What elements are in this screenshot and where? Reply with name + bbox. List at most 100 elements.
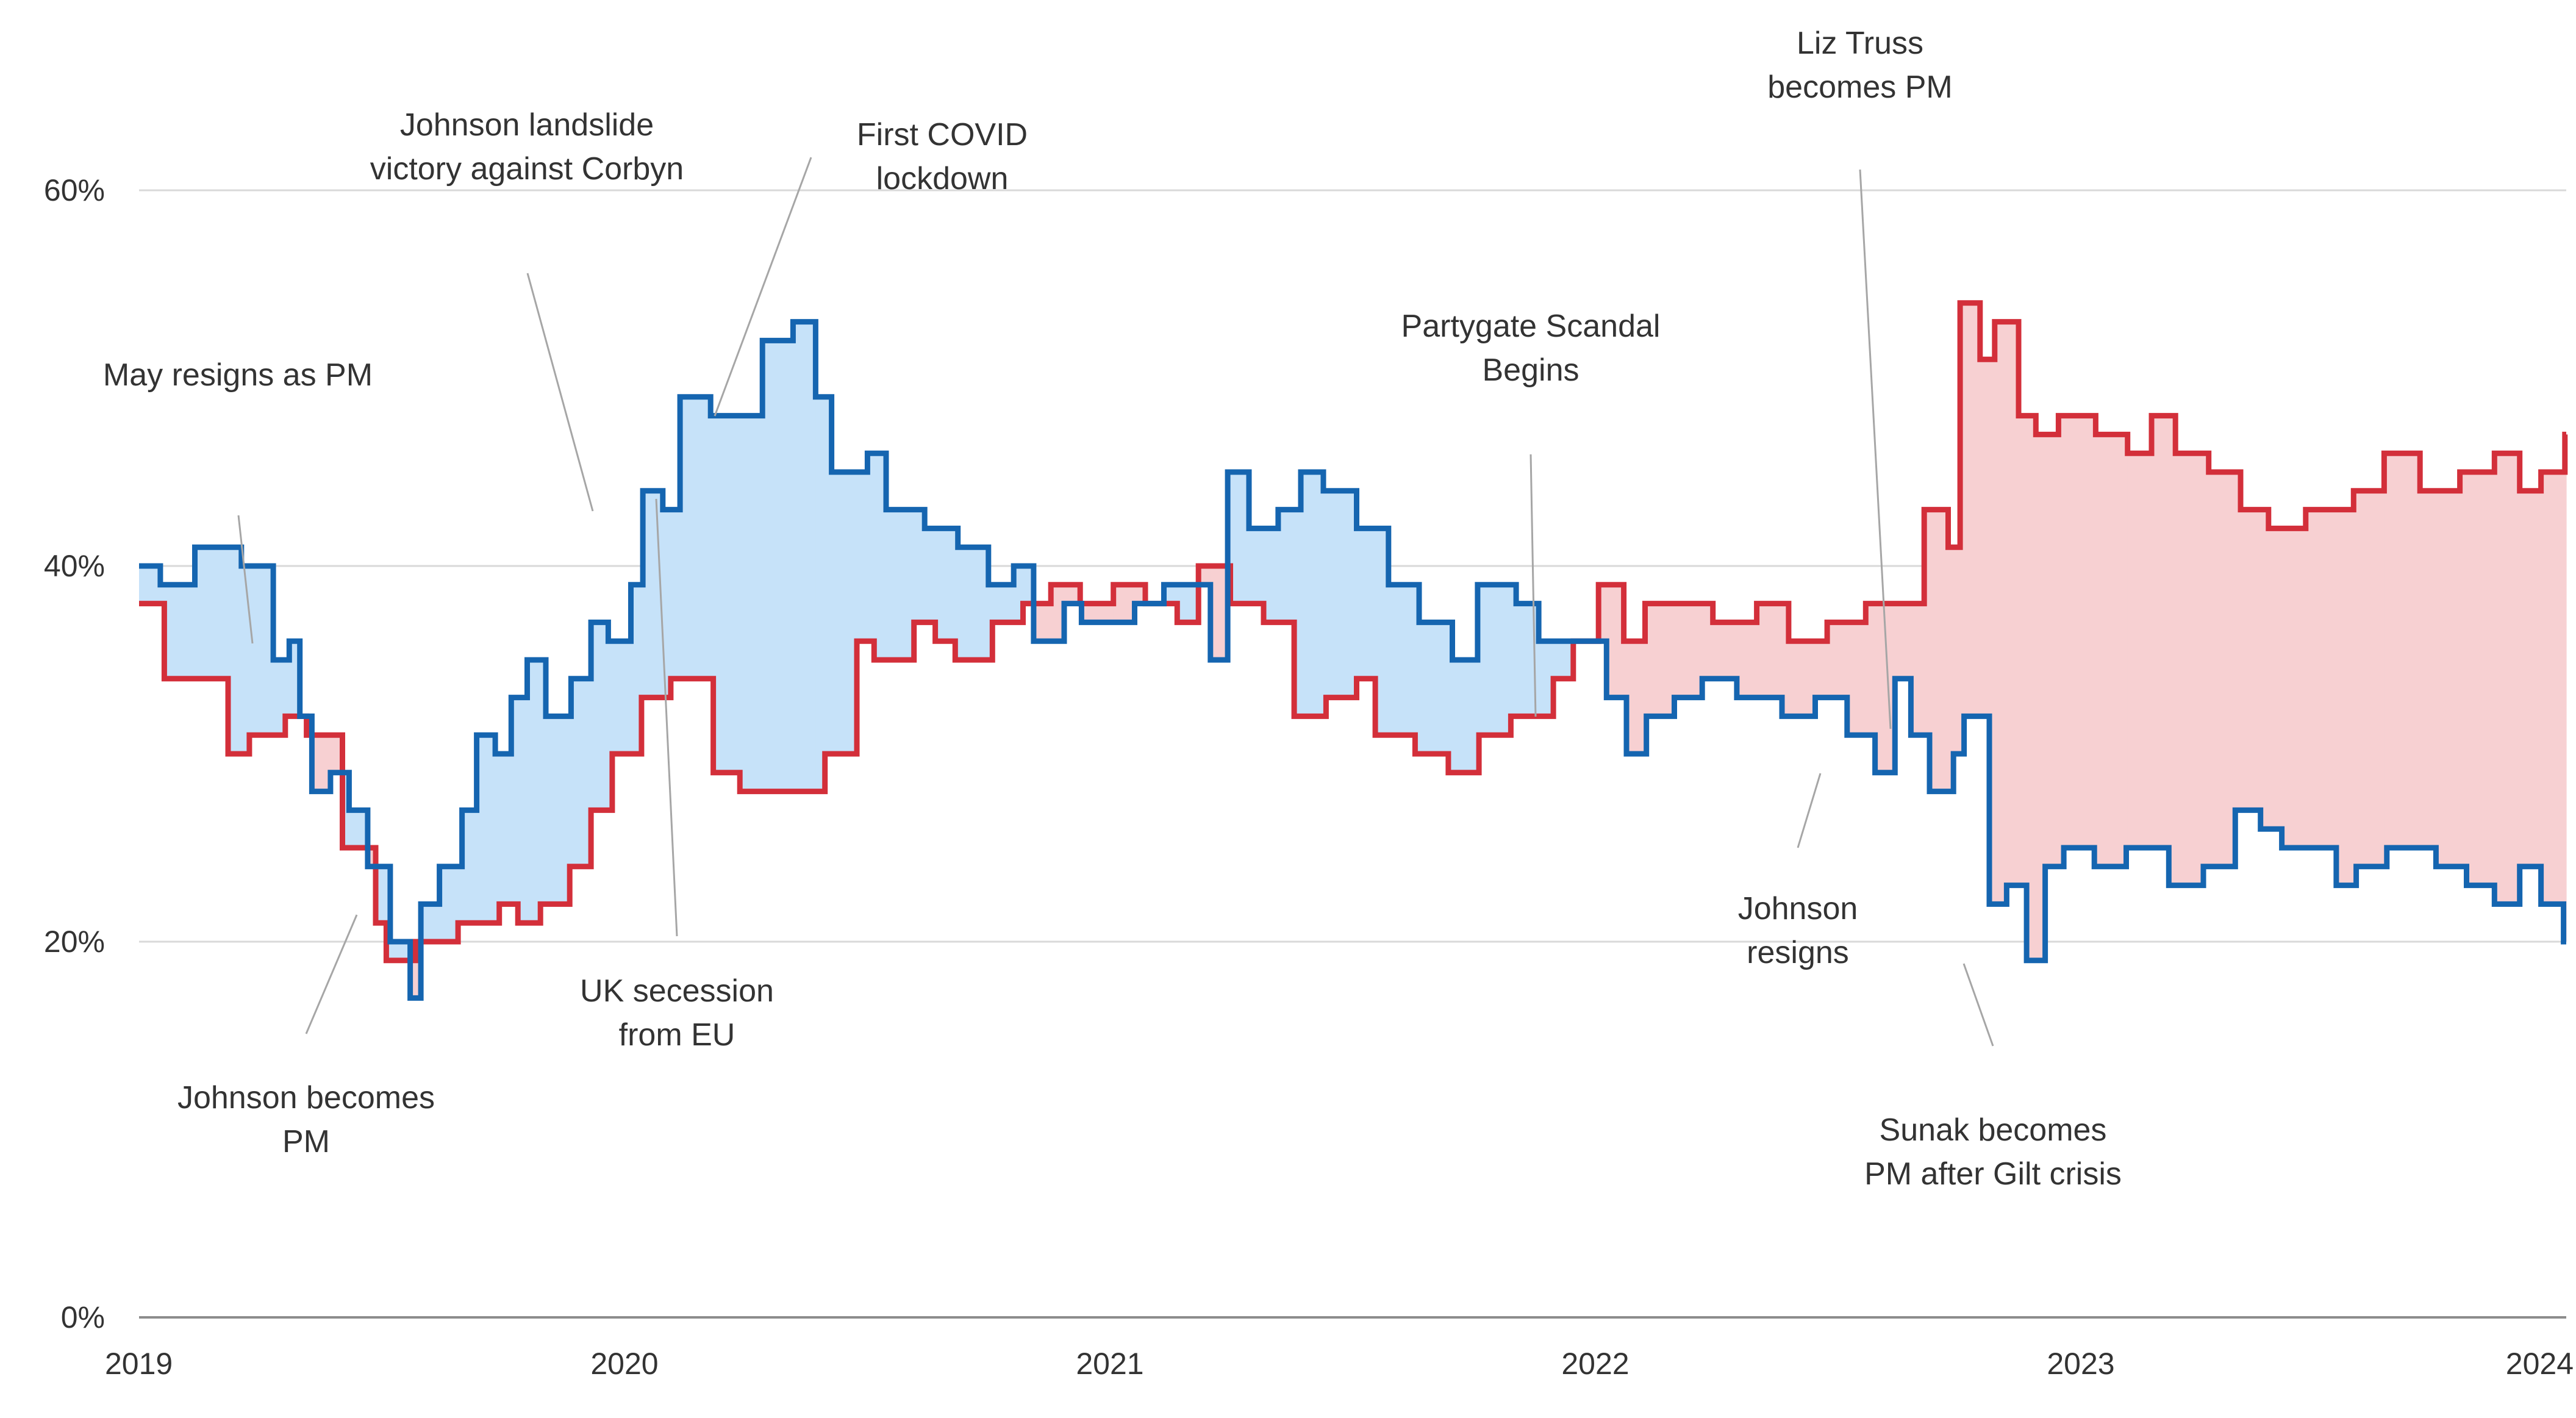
difference-fill-segment [2353,490,2357,886]
difference-fill-segment [476,735,496,923]
difference-fill-segment [1847,622,1866,736]
difference-fill-segment [2541,472,2564,904]
difference-fill-segment [935,528,956,642]
difference-fill-segment [1645,603,1647,754]
difference-fill-segment [914,509,925,623]
difference-fill-segment [1033,603,1051,642]
axes: 0% 20% 40% 60% 2019 2020 2021 2022 2023 2024 [44,173,2574,1381]
difference-fill-segment [925,528,936,623]
difference-fill-segment [1866,603,1876,736]
difference-fill-segment [1419,622,1449,754]
difference-fill-segment [2466,472,2495,886]
difference-fill-segment [1051,584,1065,642]
difference-fill-segment [1323,490,1327,717]
difference-fill-segment [825,396,832,754]
y-tick-label: 60% [44,173,105,207]
difference-fill-segment [139,566,161,604]
difference-fill-segment [1388,584,1416,736]
x-tick-label: 2020 [590,1347,658,1381]
difference-fill-segment [2235,472,2241,811]
difference-fill-segment [312,735,331,792]
difference-fill-segment [2095,434,2127,867]
difference-fill-segment [662,509,671,698]
annotation-leader-line [237,515,254,644]
x-tick-label: 2022 [1561,1347,1629,1381]
annotation-text: from EU [619,1017,735,1053]
difference-fill-segment [390,942,411,961]
difference-fill-segment [349,810,368,848]
annotation-text: victory against Corbyn [370,151,684,187]
difference-fill-segment [2175,453,2204,886]
y-tick-label: 0% [61,1300,105,1334]
difference-fill-segment [1924,509,1930,736]
difference-fill-segment [713,415,740,773]
difference-fill-segment [1326,490,1358,698]
difference-fill-segment [2305,509,2337,848]
difference-fill-segment [571,678,592,867]
x-tick-label: 2019 [105,1347,173,1381]
difference-fill-segment [796,321,817,792]
difference-fill-segment [2260,509,2269,829]
difference-fill-segment [1674,603,1676,698]
difference-fill-segment [342,772,349,848]
difference-fill-segment [439,866,459,942]
difference-fill-segment [2208,472,2236,867]
difference-fill-segment [421,904,440,942]
difference-fill-segment [2094,415,2097,867]
difference-fill-segment [2064,415,2095,848]
difference-fill-segment [1756,603,1783,698]
difference-fill-segment [1415,584,1420,754]
difference-fill-segment [643,490,664,698]
difference-fill-segment [1375,528,1389,736]
difference-fill-segment [1452,660,1478,773]
difference-fill-segment [540,660,546,904]
difference-fill-segment [2006,321,2019,886]
difference-fill-segment [1164,584,1178,604]
difference-fill-segment [1177,584,1199,623]
annotation-text: resigns [1747,935,1849,970]
annotation-text: First COVID [857,117,1028,152]
difference-fill-segment [499,754,512,904]
annotation-text: Johnson becomes [177,1080,435,1115]
difference-fill-segment [1278,509,1295,623]
annotation-sunak: Sunak becomes PM after Gilt crisis [1864,963,2122,1192]
red-series-line [139,300,2568,964]
difference-fill-segment [2564,434,2567,942]
difference-fill-segment [2563,472,2566,942]
difference-fill-segment [285,660,290,717]
difference-fill-segment [773,340,793,792]
difference-fill-segment [1623,641,1627,698]
annotation-text: becomes PM [1767,70,1952,105]
annotation-text: Liz Truss [1797,26,1923,61]
difference-fill-segment [527,660,541,923]
blue-series-line [139,319,2567,1001]
difference-fill-segment [1479,584,1511,736]
difference-fill-segment [2036,434,2046,961]
difference-fill-segment [2027,415,2036,961]
difference-fill-segment [2519,490,2542,867]
annotation-leader-line [305,914,358,1034]
annotation-first-covid: First COVID lockdown [714,117,1028,417]
annotation-text: UK secession [580,973,774,1009]
difference-fill-segment [545,716,570,904]
difference-fill-segment [1782,603,1789,717]
annotation-text: PM after Gilt crisis [1864,1156,2122,1192]
difference-fill-segment [1300,472,1324,717]
annotation-johnson-becomes-pm: Johnson becomes PM [177,914,435,1159]
annotation-johnson-resigns: Johnson resigns [1738,773,1858,970]
difference-fill-segment [2018,415,2027,886]
annotation-text: Partygate Scandal [1401,309,1661,344]
annotation-leader-line [714,157,812,417]
difference-fill-segment [2386,453,2420,848]
difference-fill-segment [570,716,571,867]
difference-fill-segment [1929,509,1949,792]
difference-fill-segment [241,566,250,754]
difference-fill-segment [2356,490,2385,867]
difference-fill-segment [2240,509,2261,811]
difference-fill-segment [1626,641,1646,754]
annotation-text: Sunak becomes [1880,1112,2107,1148]
annotation-leader-line [1859,169,1892,729]
difference-fill-segment [710,415,714,679]
difference-fill-segment [1989,359,1995,904]
